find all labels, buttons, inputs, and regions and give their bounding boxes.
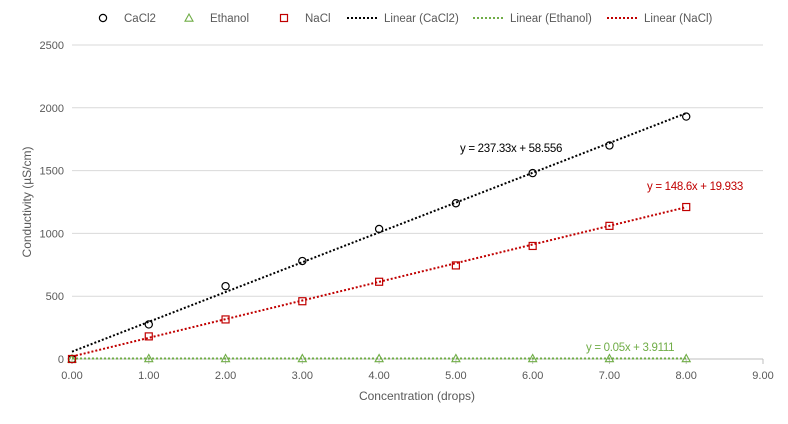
y-tick-label: 1000 (40, 228, 64, 240)
legend-label: Linear (NaCl) (644, 13, 713, 25)
y-tick-label: 0 (58, 354, 64, 366)
x-tick-label: 5.00 (445, 370, 466, 382)
x-tick-label: 6.00 (522, 370, 543, 382)
x-tick-label: 1.00 (138, 370, 159, 382)
x-tick-label: 4.00 (368, 370, 389, 382)
x-tick-label: 8.00 (676, 370, 697, 382)
trendline-equation: y = 237.33x + 58.556 (460, 143, 562, 155)
y-tick-label: 2000 (40, 103, 64, 115)
legend-label: Linear (Ethanol) (510, 13, 592, 25)
legend-label: NaCl (305, 13, 331, 25)
y-axis-title: Conductivity (µS/cm) (20, 147, 34, 258)
legend-label: Linear (CaCl2) (384, 13, 459, 25)
x-tick-label: 9.00 (752, 370, 773, 382)
y-tick-label: 500 (46, 291, 64, 303)
x-tick-label: 7.00 (599, 370, 620, 382)
y-tick-label: 2500 (40, 40, 64, 52)
x-axis-title: Concentration (drops) (359, 389, 475, 403)
y-tick-label: 1500 (40, 166, 64, 178)
legend-label: Ethanol (210, 13, 249, 25)
trendline-equation: y = 148.6x + 19.933 (647, 181, 743, 193)
x-tick-label: 3.00 (292, 370, 313, 382)
legend-label: CaCl2 (124, 13, 156, 25)
trendline-equation: y = 0.05x + 3.9111 (586, 342, 674, 354)
x-tick-label: 0.00 (61, 370, 82, 382)
x-tick-label: 2.00 (215, 370, 236, 382)
